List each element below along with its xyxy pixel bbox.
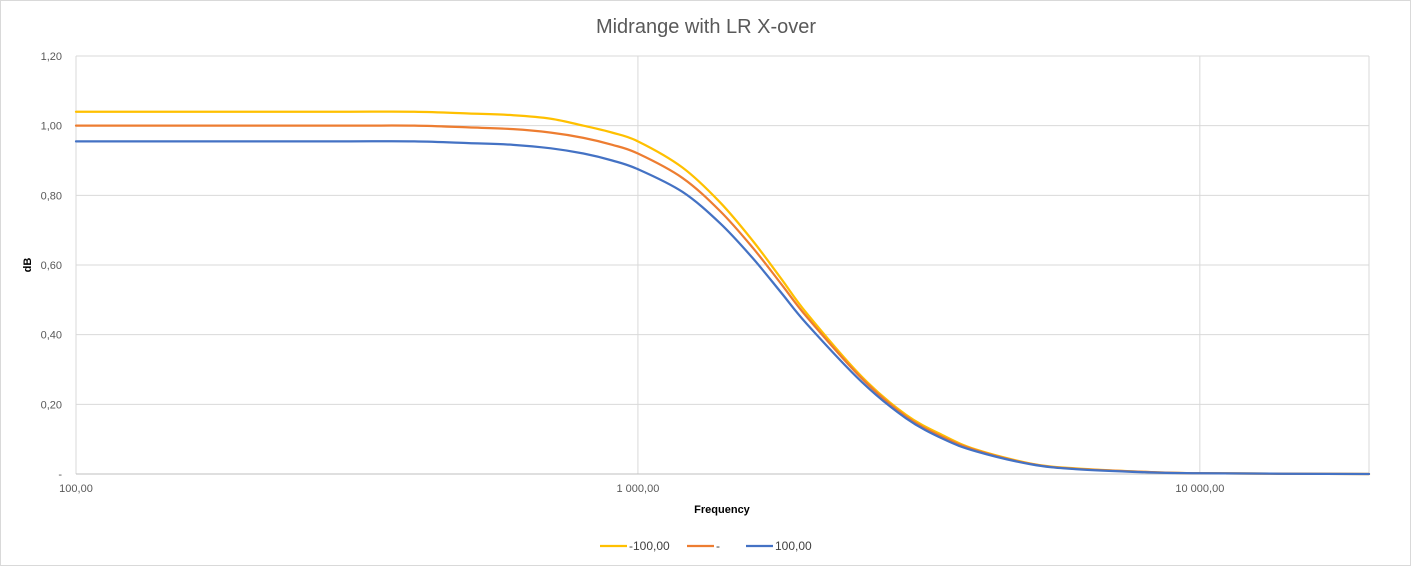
grid bbox=[75, 55, 1370, 475]
y-tick-label: 0,20 bbox=[41, 399, 62, 411]
x-tick-label: 10 000,00 bbox=[1175, 483, 1224, 495]
legend-label-3: 100,00 bbox=[775, 539, 812, 553]
y-axis-label: dB bbox=[22, 258, 34, 273]
x-tick-label: 100,00 bbox=[59, 483, 93, 495]
x-tick-label: 1 000,00 bbox=[617, 483, 660, 495]
legend-label-2: - bbox=[716, 539, 720, 553]
y-tick-label: 1,20 bbox=[41, 51, 62, 63]
series-line-1 bbox=[74, 110, 1371, 476]
y-tick-label: 0,40 bbox=[41, 330, 62, 342]
legend-label-1: -100,00 bbox=[629, 539, 670, 553]
x-axis-label: Frequency bbox=[694, 504, 751, 516]
y-tick-label: 0,60 bbox=[41, 260, 62, 272]
y-tick-label: 0,80 bbox=[41, 190, 62, 202]
legend: -100,00-100,00 bbox=[600, 539, 812, 553]
chart-title: Midrange with LR X-over bbox=[596, 16, 816, 38]
plot-series bbox=[74, 110, 1371, 476]
series-line-2 bbox=[74, 124, 1371, 476]
y-tick-label: 1,00 bbox=[41, 121, 62, 133]
y-tick-label: - bbox=[58, 469, 62, 481]
axes: - 0,20 0,40 0,60 0,80 1,00 1,20 100,00 1 000,00 1… bbox=[41, 51, 1369, 495]
series-line-3 bbox=[74, 140, 1371, 476]
